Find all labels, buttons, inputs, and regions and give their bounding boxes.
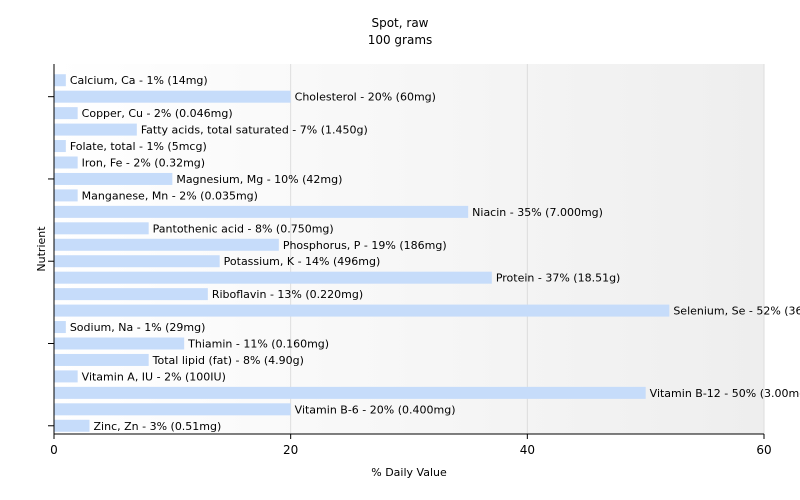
bar-label: Vitamin B-6 - 20% (0.400mg) [295, 403, 456, 416]
bar [54, 90, 291, 103]
bar-label: Pantothenic acid - 8% (0.750mg) [153, 222, 334, 235]
bar-label: Magnesium, Mg - 10% (42mg) [176, 173, 342, 186]
x-axis-title: % Daily Value [371, 466, 447, 479]
x-tick-label: 20 [283, 443, 298, 457]
bar [54, 304, 670, 317]
bar-label: Phosphorus, P - 19% (186mg) [283, 239, 447, 252]
x-tick-label: 40 [520, 443, 535, 457]
bar-label: Total lipid (fat) - 8% (4.90g) [152, 354, 304, 367]
bar-label: Calcium, Ca - 1% (14mg) [70, 74, 208, 87]
bar-label: Vitamin B-12 - 50% (3.00mcg) [650, 387, 800, 400]
bar-label: Selenium, Se - 52% (36.5mcg) [673, 305, 800, 318]
bar [54, 222, 149, 235]
bar [54, 107, 78, 120]
bar [54, 271, 492, 284]
x-tick-label: 0 [50, 443, 58, 457]
bar [54, 123, 137, 136]
chart-title: Spot, raw [371, 16, 428, 30]
bar [54, 353, 149, 366]
bar [54, 172, 173, 185]
x-tick-label: 60 [756, 443, 771, 457]
bar [54, 386, 646, 399]
bars: Calcium, Ca - 1% (14mg) Cholesterol - 20%… [54, 74, 800, 433]
bar-label: Fatty acids, total saturated - 7% (1.450… [141, 124, 368, 137]
bar [54, 337, 185, 350]
bar [54, 255, 220, 268]
bar-label: Folate, total - 1% (5mcg) [70, 140, 207, 153]
bar-label: Vitamin A, IU - 2% (100IU) [82, 370, 226, 383]
axes: 0 20 40 60 [48, 64, 772, 457]
bar-label: Manganese, Mn - 2% (0.035mg) [82, 189, 258, 202]
bar [54, 205, 469, 218]
bar [54, 403, 291, 416]
bar-label: Niacin - 35% (7.000mg) [472, 206, 603, 219]
bar-label: Protein - 37% (18.51g) [496, 272, 621, 285]
bar-label: Sodium, Na - 1% (29mg) [70, 321, 206, 334]
bar [54, 189, 78, 202]
bar [54, 156, 78, 169]
bar-label: Zinc, Zn - 3% (0.51mg) [94, 420, 222, 433]
bar-label: Iron, Fe - 2% (0.32mg) [82, 157, 205, 170]
bar-label: Riboflavin - 13% (0.220mg) [212, 288, 363, 301]
bar [54, 370, 78, 383]
chart-subtitle: 100 grams [368, 33, 433, 47]
bar-label: Cholesterol - 20% (60mg) [295, 91, 436, 104]
y-axis-title: Nutrient [35, 226, 48, 272]
bar [54, 140, 66, 153]
bar-label: Potassium, K - 14% (496mg) [224, 255, 381, 268]
grid [290, 64, 765, 434]
bar [54, 288, 208, 301]
bar-label: Copper, Cu - 2% (0.046mg) [82, 107, 233, 120]
bar-label: Thiamin - 11% (0.160mg) [187, 338, 329, 351]
bar [54, 74, 66, 87]
bar [54, 238, 279, 251]
bar [54, 321, 66, 334]
bar [54, 419, 90, 432]
